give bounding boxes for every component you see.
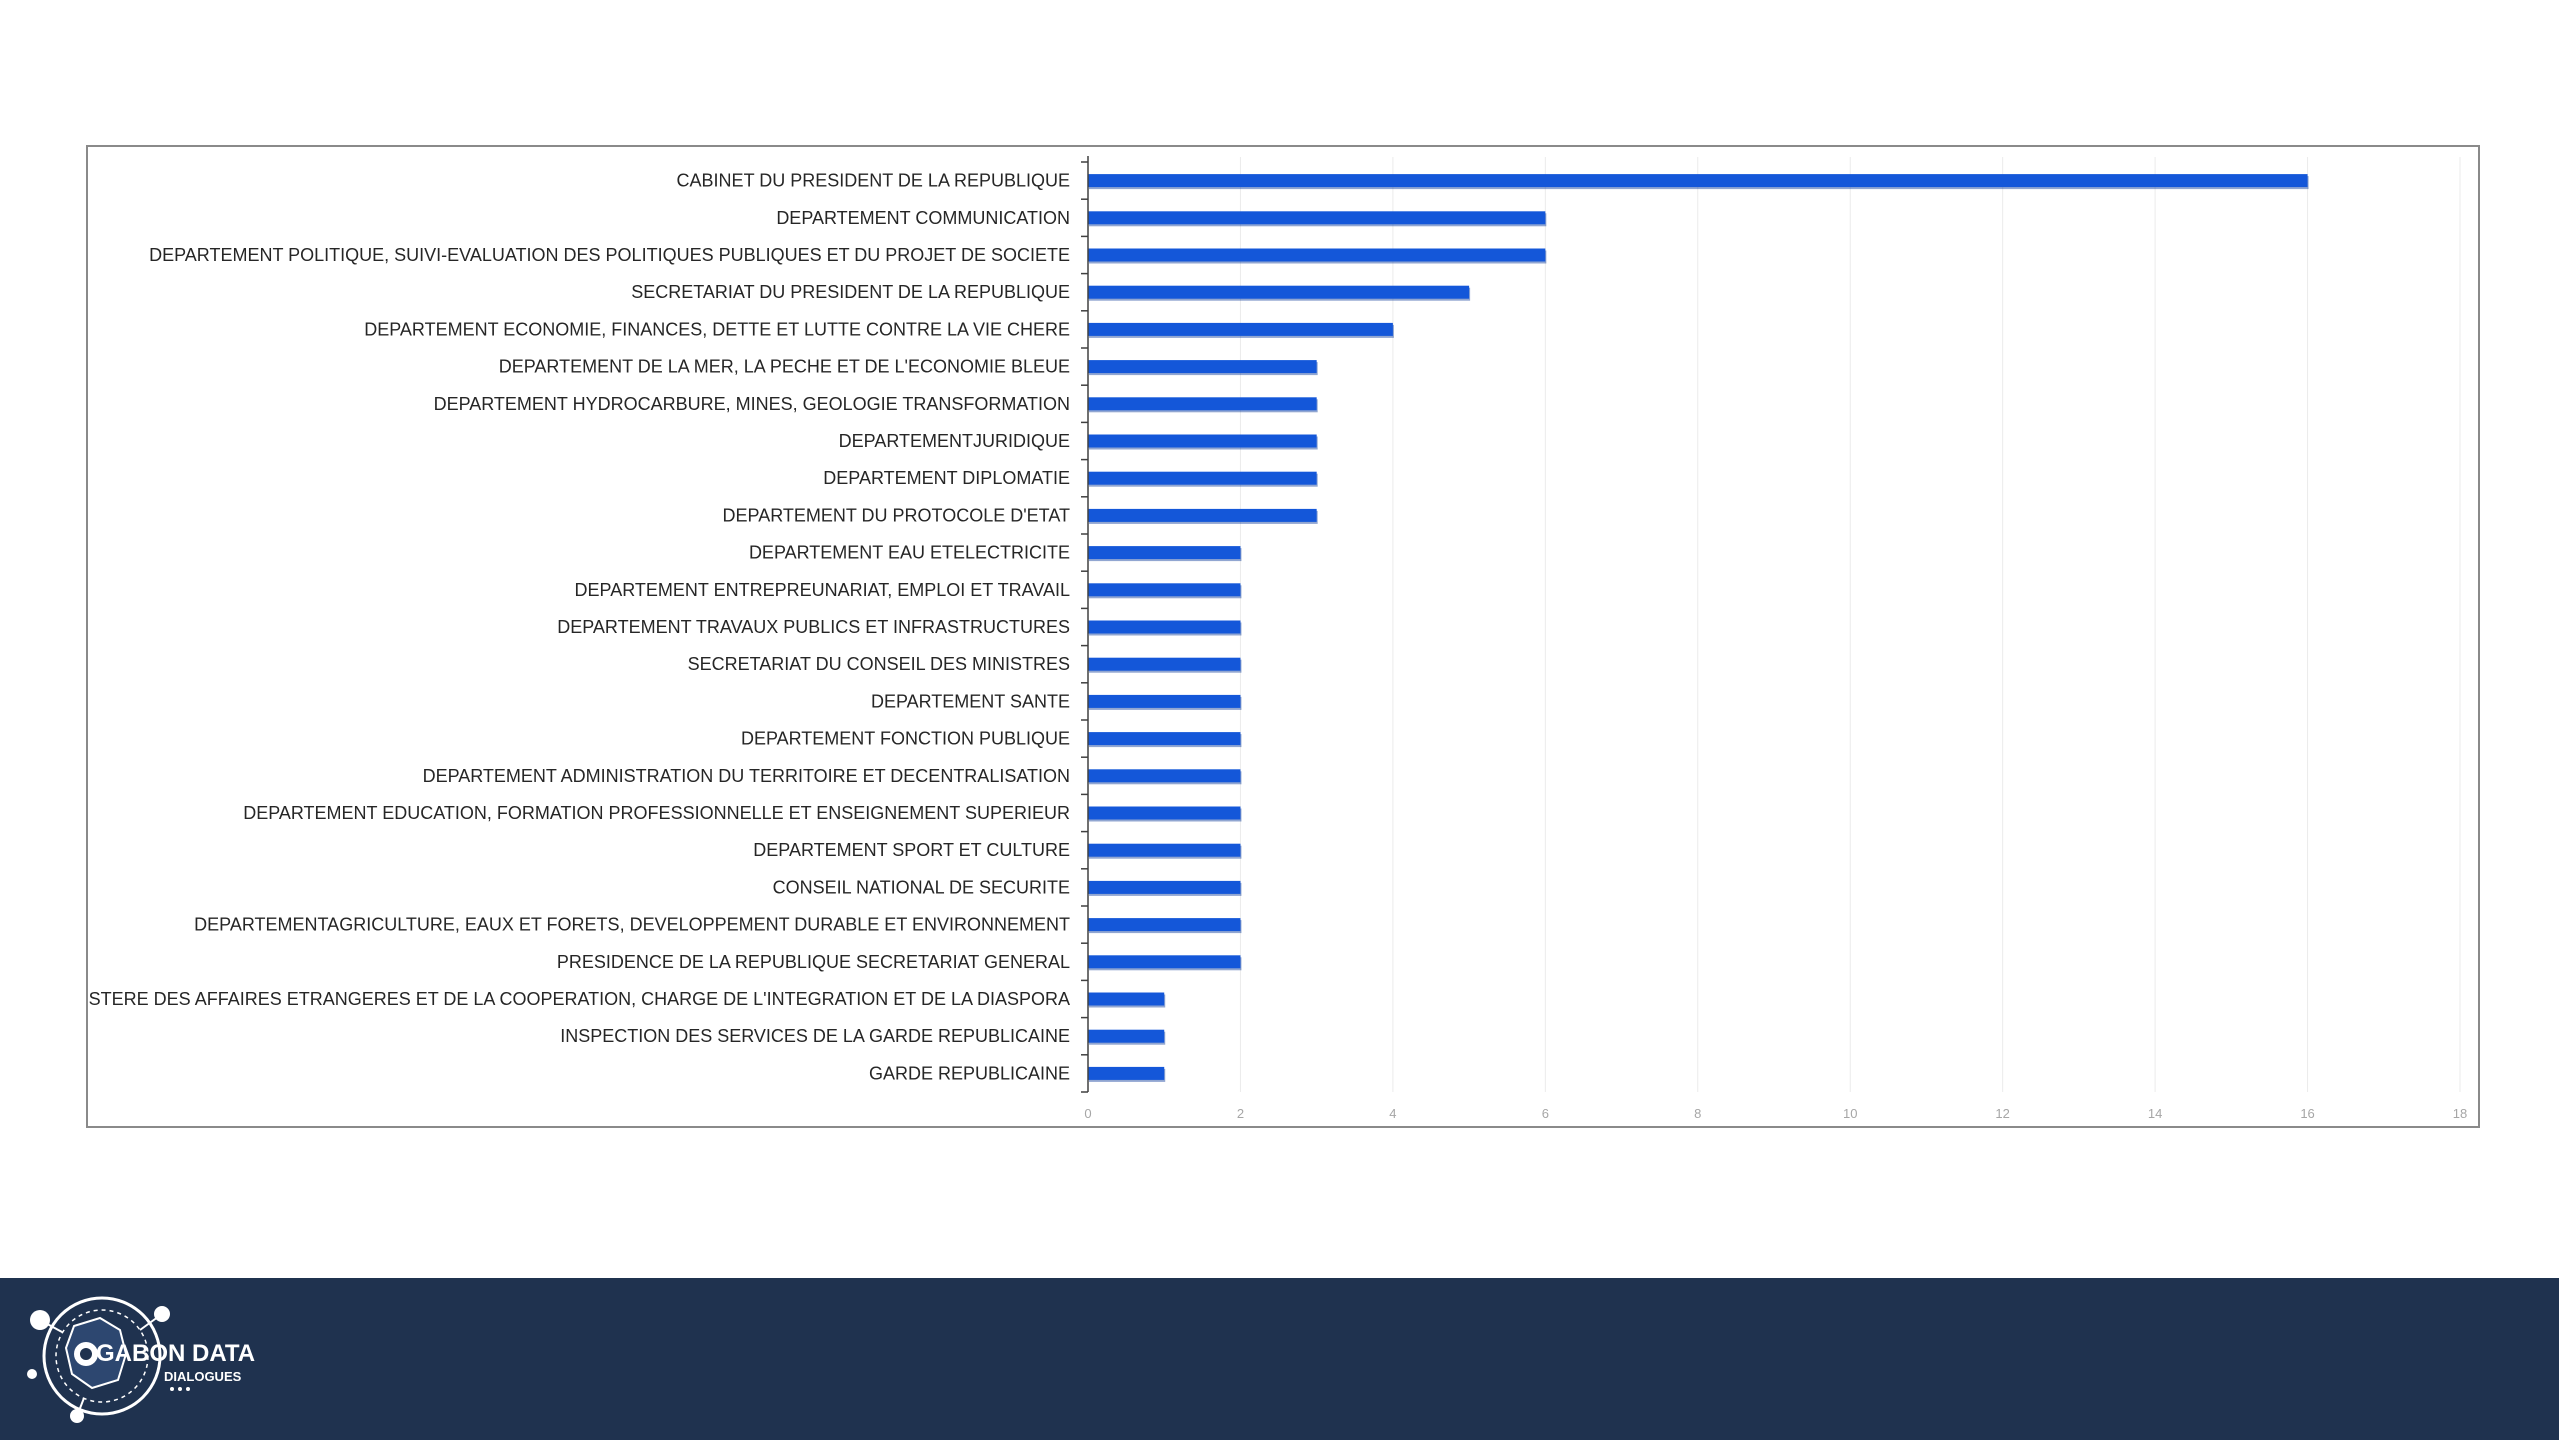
x-tick-label: 6 [1542, 1106, 1549, 1121]
category-label: PRESIDENCE DE LA REPUBLIQUE SECRETARIAT … [557, 952, 1070, 972]
logo-emblem [27, 1296, 170, 1423]
x-tick-label: 10 [1843, 1106, 1857, 1121]
bar [1088, 508, 1317, 522]
category-label: DEPARTEMENT EDUCATION, FORMATION PROFESS… [243, 803, 1070, 823]
category-label: DEPARTEMENT DE LA MER, LA PECHE ET DE L'… [499, 357, 1070, 377]
category-label: INSPECTION DES SERVICES DE LA GARDE REPU… [560, 1026, 1070, 1046]
bar [1088, 918, 1241, 932]
category-label: MINISTERE DES AFFAIRES ETRANGERES ET DE … [88, 989, 1070, 1009]
bar [1088, 322, 1393, 336]
category-label: DEPARTEMENT COMMUNICATION [776, 208, 1070, 228]
category-label: SECRETARIAT DU CONSEIL DES MINISTRES [688, 654, 1070, 674]
bar [1088, 360, 1317, 374]
chart-frame: CABINET DU PRESIDENT DE LA REPUBLIQUE DEP… [86, 145, 2480, 1128]
y-axis [1081, 156, 1089, 1093]
category-label: DEPARTEMENT SANTE [871, 691, 1070, 711]
category-label: DEPARTEMENT TRAVAUX PUBLICS ET INFRASTRU… [557, 617, 1070, 637]
bar [1088, 992, 1165, 1006]
logo-title-line2: DIALOGUES [164, 1369, 242, 1384]
bars [1088, 174, 2309, 1082]
bar [1088, 806, 1241, 820]
category-label: SECRETARIAT DU PRESIDENT DE LA REPUBLIQU… [631, 282, 1070, 302]
category-label: DEPARTEMENT POLITIQUE, SUIVI-EVALUATION … [149, 245, 1070, 265]
grid-lines [1239, 157, 2461, 1092]
bar [1088, 769, 1241, 783]
x-tick-label: 2 [1237, 1106, 1244, 1121]
category-label: DEPARTEMENT DU PROTOCOLE D'ETAT [723, 505, 1070, 525]
bar [1088, 955, 1241, 969]
category-label: DEPARTEMENT HYDROCARBURE, MINES, GEOLOGI… [434, 394, 1070, 414]
category-label: DEPARTEMENT ECONOMIE, FINANCES, DETTE ET… [364, 319, 1070, 339]
footer-band [0, 1278, 2559, 1440]
category-label: DEPARTEMENT FONCTION PUBLIQUE [741, 729, 1070, 749]
x-tick-label: 14 [2148, 1106, 2162, 1121]
bar [1088, 174, 2308, 188]
bar [1088, 285, 1470, 299]
category-label: CONSEIL NATIONAL DE SECURITE [773, 877, 1070, 897]
bar [1088, 471, 1317, 485]
bar [1088, 1029, 1165, 1043]
bar [1088, 880, 1241, 894]
bar [1088, 583, 1241, 597]
bar [1088, 843, 1241, 857]
x-tick-label: 12 [1995, 1106, 2009, 1121]
bar [1088, 546, 1241, 560]
category-label: DEPARTEMENT ENTREPREUNARIAT, EMPLOI ET T… [575, 580, 1070, 600]
category-label: GARDE REPUBLICAINE [869, 1063, 1070, 1083]
category-label: DEPARTEMENTJURIDIQUE [839, 431, 1070, 451]
x-tick-label: 4 [1389, 1106, 1396, 1121]
bar [1088, 434, 1317, 448]
bar [1088, 211, 1546, 225]
bar [1088, 694, 1241, 708]
x-tick-label: 16 [2300, 1106, 2314, 1121]
category-label: DEPARTEMENT DIPLOMATIE [823, 468, 1070, 488]
x-tick-label: 18 [2453, 1106, 2467, 1121]
bar-chart: CABINET DU PRESIDENT DE LA REPUBLIQUE DEP… [88, 156, 2467, 1121]
category-label: DEPARTEMENT SPORT ET CULTURE [753, 840, 1070, 860]
category-label: DEPARTEMENT ADMINISTRATION DU TERRITOIRE… [423, 766, 1070, 786]
logo-title-line1: GABON DATA [96, 1340, 255, 1367]
x-tick-label: 0 [1084, 1106, 1091, 1121]
x-tick-label: 8 [1694, 1106, 1701, 1121]
bar [1088, 397, 1317, 411]
gabon-data-dialogues-logo: GABON DATA DIALOGUES [27, 1296, 255, 1423]
category-labels: CABINET DU PRESIDENT DE LA REPUBLIQUE DEP… [88, 171, 1070, 1084]
category-label: DEPARTEMENT EAU ETELECTRICITE [749, 543, 1070, 563]
logo-dots [170, 1387, 190, 1391]
category-label: DEPARTEMENTAGRICULTURE, EAUX ET FORETS, … [194, 915, 1070, 935]
bar [1088, 732, 1241, 746]
bar [1088, 620, 1241, 634]
category-label: CABINET DU PRESIDENT DE LA REPUBLIQUE [677, 171, 1070, 191]
bar [1088, 657, 1241, 671]
bar [1088, 1066, 1165, 1080]
bar [1088, 248, 1546, 262]
x-tick-labels: 0 2 4 6 8 10 12 14 16 18 [1084, 1106, 2467, 1121]
